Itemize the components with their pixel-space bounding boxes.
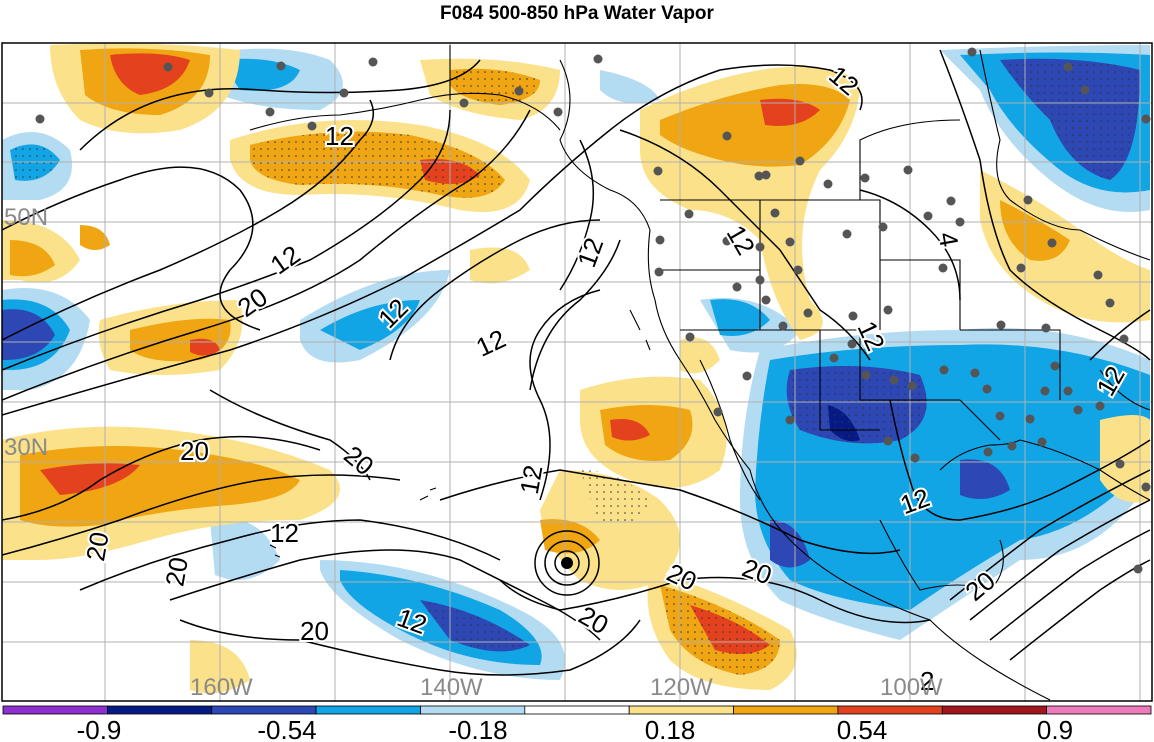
colorbar-label: 0.9: [1037, 715, 1073, 742]
colorbar-swatches: [2, 705, 1152, 715]
contour-label: 20: [300, 616, 329, 646]
lon-label-140w: 140W: [420, 674, 483, 701]
station-markers: [35, 47, 1151, 574]
colorbar-swatch: [628, 705, 735, 715]
colorbar-swatch: [2, 705, 108, 715]
lon-label-120w: 120W: [650, 674, 713, 701]
colorbar: -0.9 -0.54 -0.18 0.18 0.54 0.9: [2, 705, 1152, 742]
stippling: [10, 58, 1140, 675]
colorbar-swatch: [315, 705, 421, 715]
map-frame: [1, 42, 1153, 702]
lon-label-160w: 160W: [190, 674, 253, 701]
colorbar-swatch: [524, 705, 630, 715]
chart-title: F084 500-850 hPa Water Vapor: [440, 3, 714, 24]
colorbar-labels: -0.9 -0.54 -0.18 0.18 0.54 0.9: [77, 715, 1073, 742]
contour-label: 20: [159, 555, 194, 589]
colorbar-swatch: [733, 705, 839, 715]
contour-label: 12: [514, 463, 549, 497]
colorbar-swatch: [107, 705, 213, 715]
contour-label: 12: [325, 121, 354, 151]
contour-lines: [2, 49, 1151, 676]
lat-label-50n: 50N: [4, 204, 48, 231]
contour-label: 12: [270, 518, 299, 548]
storm-center-marker: [561, 557, 573, 569]
contour-label: 2: [920, 666, 934, 696]
contour-label: 20: [80, 530, 115, 564]
colorbar-label: 0.18: [645, 715, 696, 742]
colorbar-swatch: [837, 705, 943, 715]
colorbar-swatch: [420, 705, 526, 715]
colorbar-swatch: [211, 705, 317, 715]
lon-label-100w: 100W: [880, 674, 943, 701]
lat-label-30n: 30N: [4, 434, 48, 461]
colorbar-label: -0.18: [448, 715, 507, 742]
colorbar-label: 0.54: [837, 715, 888, 742]
colorbar-label: -0.9: [77, 715, 122, 742]
colorbar-swatch: [941, 705, 1048, 715]
colorbar-swatch: [1046, 705, 1152, 715]
colorbar-label: -0.54: [257, 715, 316, 742]
contour-label: 20: [180, 436, 209, 466]
coordinate-labels: 50N 30N 160W 140W 120W 100W: [4, 204, 943, 701]
water-vapor-map: 12 12 12 12 12 12 12 12 12 12 12 20 20 2…: [1, 42, 1153, 702]
